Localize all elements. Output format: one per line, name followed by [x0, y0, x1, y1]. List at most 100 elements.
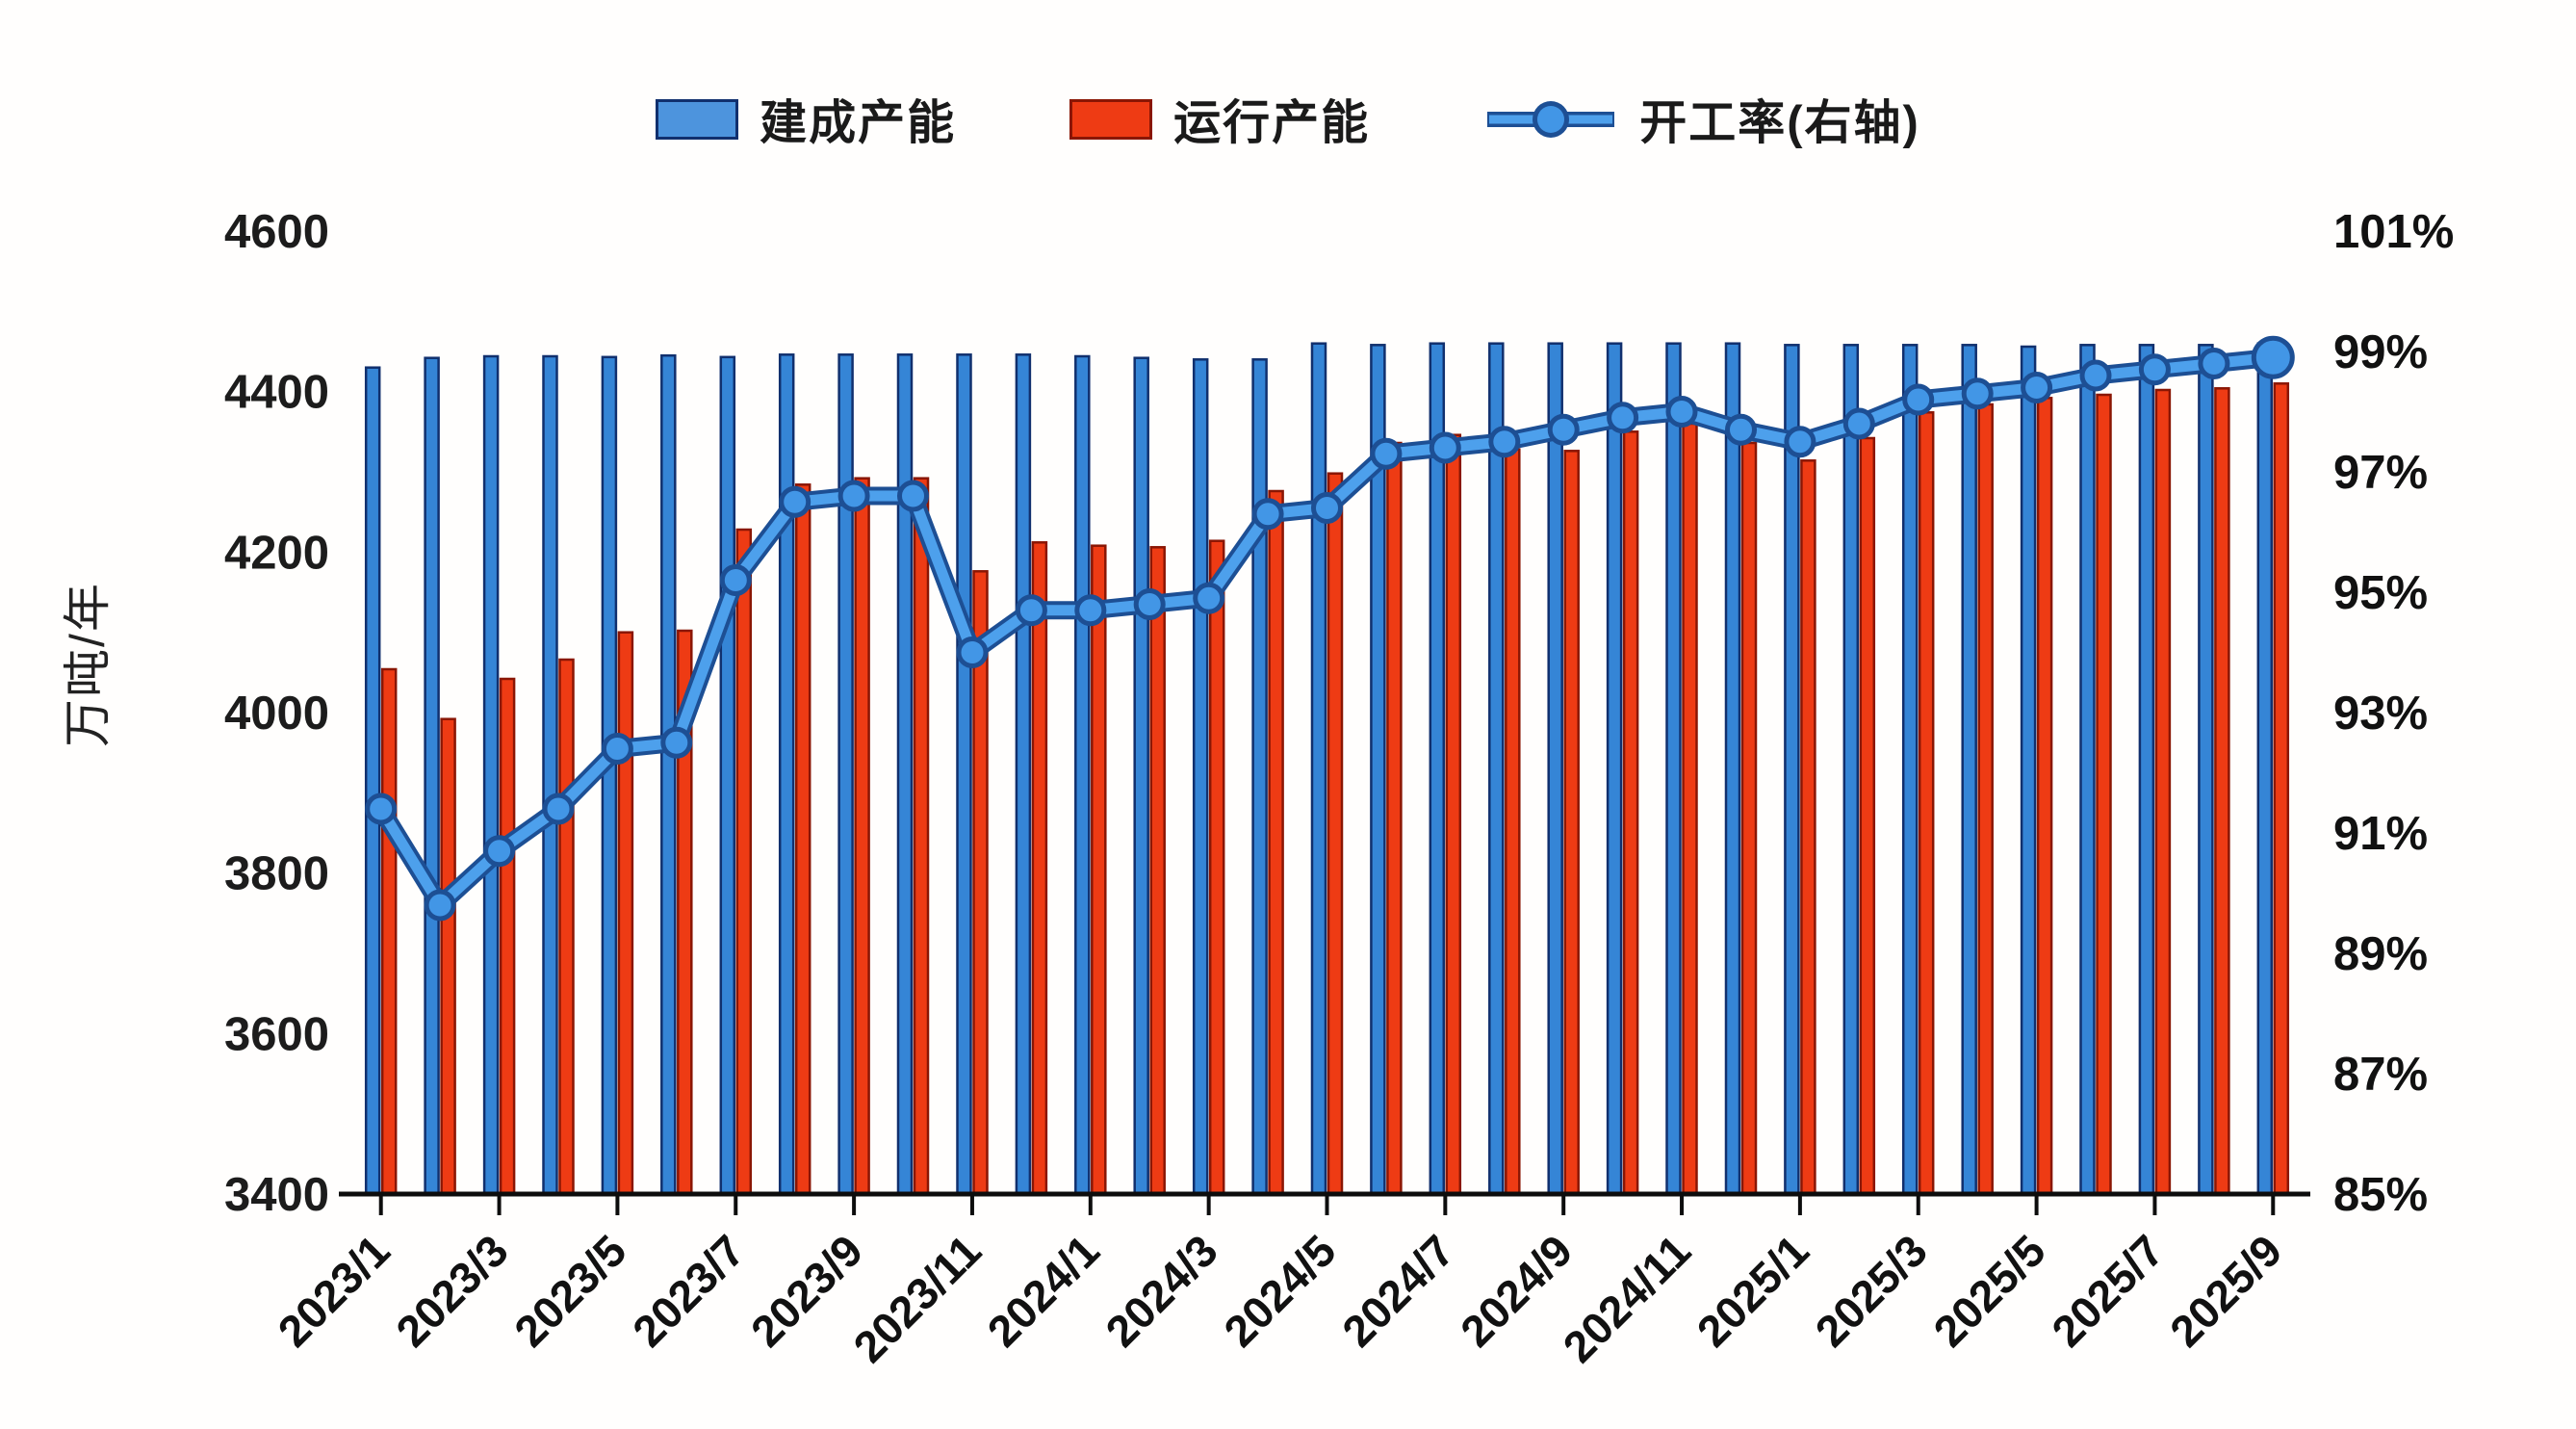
operating-capacity-bar — [1445, 433, 1462, 1196]
right-axis-tick-label: 95% — [2333, 567, 2428, 619]
operating-rate-markers — [365, 335, 2295, 922]
operating-capacity-bar — [1149, 546, 1166, 1196]
operating-rate-marker — [660, 726, 693, 759]
built-capacity-bar — [1665, 342, 1682, 1196]
operating-capacity-bar — [1563, 450, 1580, 1196]
built-capacity-bar — [956, 353, 972, 1196]
operating-rate-marker — [1902, 383, 1935, 416]
left-axis-tick-label: 4600 — [224, 206, 329, 258]
operating-rate-marker — [1961, 377, 1994, 410]
operating-rate-marker — [2079, 359, 2112, 392]
built-capacity-bar — [1133, 356, 1149, 1196]
built-capacity-bar — [778, 353, 795, 1196]
operating-capacity-bar — [854, 477, 870, 1196]
x-axis-tick-label: 2024/5 — [1214, 1225, 1345, 1356]
built-capacity-bar — [1606, 342, 1623, 1196]
left-axis-tick-label: 3600 — [224, 1008, 329, 1060]
legend-label-built-capacity: 建成产能 — [760, 97, 957, 149]
operating-capacity-bar — [1859, 436, 1876, 1196]
built-capacity-bar — [364, 366, 381, 1196]
built-capacity-bar — [2198, 344, 2214, 1196]
x-axis-tick-label: 2025/3 — [1806, 1225, 1937, 1356]
built-capacity-bar — [660, 353, 677, 1196]
operating-rate-marker — [1370, 437, 1403, 470]
operating-rate-marker — [1784, 426, 1816, 458]
operating-rate-marker — [542, 792, 575, 825]
right-axis-tick-label: 101% — [2333, 206, 2454, 258]
built-capacity-bar — [1015, 353, 1032, 1196]
operating-rate-marker — [719, 564, 752, 596]
operating-rate-marker — [956, 637, 989, 668]
x-axis-tick-label: 2024/11 — [1554, 1225, 1701, 1372]
built-capacity-bar — [1488, 342, 1505, 1196]
x-axis-tick-label: 2024/1 — [978, 1225, 1109, 1356]
operating-capacity-bar — [558, 658, 575, 1196]
built-capacity-bar — [1192, 358, 1209, 1196]
chart-legend: 建成产能 运行产能 开工率(右轴) — [0, 85, 2576, 153]
operating-capacity-bar — [2036, 397, 2053, 1196]
operating-rate-marker — [365, 792, 398, 825]
operating-rate-marker — [1665, 396, 1698, 428]
operating-capacity-bar — [1386, 441, 1403, 1196]
operating-capacity-bar — [1977, 403, 1994, 1196]
operating-rate-marker — [1842, 407, 1875, 440]
operating-capacity-bar — [1505, 448, 1521, 1196]
built-capacity-bar — [2020, 345, 2037, 1196]
operating-capacity-bar — [1327, 472, 1344, 1196]
left-axis-tick-label: 4200 — [224, 527, 329, 579]
right-axis-tick-label: 87% — [2333, 1049, 2428, 1101]
operating-rate-marker — [779, 485, 811, 518]
operating-rate-marker — [897, 480, 929, 512]
operating-rate-marker — [1725, 413, 1757, 446]
built-capacity-bar — [1784, 344, 1800, 1196]
operating-capacity-bar — [2273, 382, 2290, 1196]
legend-label-operating-capacity: 运行产能 — [1173, 97, 1371, 149]
x-axis-tick-label: 2023/1 — [269, 1225, 399, 1356]
operating-capacity-bar — [499, 677, 516, 1196]
operating-rate-marker — [1074, 594, 1107, 627]
x-axis-tick-label: 2023/7 — [623, 1225, 754, 1356]
operating-capacity-bar — [1918, 411, 1935, 1196]
operating-capacity-bar — [617, 631, 634, 1196]
x-axis-tick-label: 2025/1 — [1687, 1225, 1818, 1356]
x-axis-tick-label: 2023/11 — [843, 1225, 991, 1372]
x-axis-tick-label: 2023/5 — [504, 1225, 635, 1356]
built-capacity-bar — [1842, 344, 1860, 1196]
built-capacity-bar — [1310, 342, 1327, 1196]
operating-rate-marker — [1607, 402, 1639, 434]
operating-rate-marker — [483, 835, 516, 868]
built-capacity-bar — [482, 354, 500, 1196]
operating-rate-line-swatch-icon — [1483, 98, 1618, 141]
left-axis-tick-label: 3800 — [224, 848, 329, 900]
operating-rate-marker — [601, 733, 633, 765]
operating-rate-marker — [2138, 353, 2171, 386]
operating-rate-marker — [1488, 426, 1521, 458]
left-axis-tick-label: 3400 — [224, 1169, 329, 1221]
operating-capacity-bar — [2214, 387, 2230, 1196]
built-capacity-bar — [719, 355, 736, 1196]
built-capacity-bar — [1251, 358, 1268, 1196]
operating-capacity-bar — [1268, 489, 1284, 1196]
operating-capacity-bar — [2096, 393, 2112, 1196]
operating-rate-marker — [1311, 492, 1343, 524]
operating-capacity-bar — [1031, 541, 1048, 1196]
operating-capacity-bar — [794, 483, 811, 1196]
operating-rate-marker — [2198, 348, 2230, 379]
operating-rate-marker — [1547, 413, 1580, 446]
operating-capacity-bar — [1800, 459, 1816, 1196]
operating-rate-marker — [1429, 431, 1461, 464]
built-capacity-bar — [1724, 342, 1741, 1196]
operating-rate-marker — [1251, 498, 1284, 531]
built-capacity-bar — [1547, 342, 1563, 1196]
built-capacity-bar — [1429, 342, 1446, 1196]
x-axis-tick-label: 2025/9 — [2160, 1225, 2291, 1356]
operating-capacity-bar — [2154, 388, 2172, 1196]
right-axis-tick-label: 93% — [2333, 688, 2428, 740]
operating-capacity-bar — [1091, 544, 1107, 1196]
built-capacity-bar — [2256, 342, 2274, 1196]
operating-rate-marker — [1133, 588, 1166, 620]
operating-capacity-bar — [1622, 430, 1639, 1196]
built-capacity-bar — [1961, 344, 1977, 1196]
